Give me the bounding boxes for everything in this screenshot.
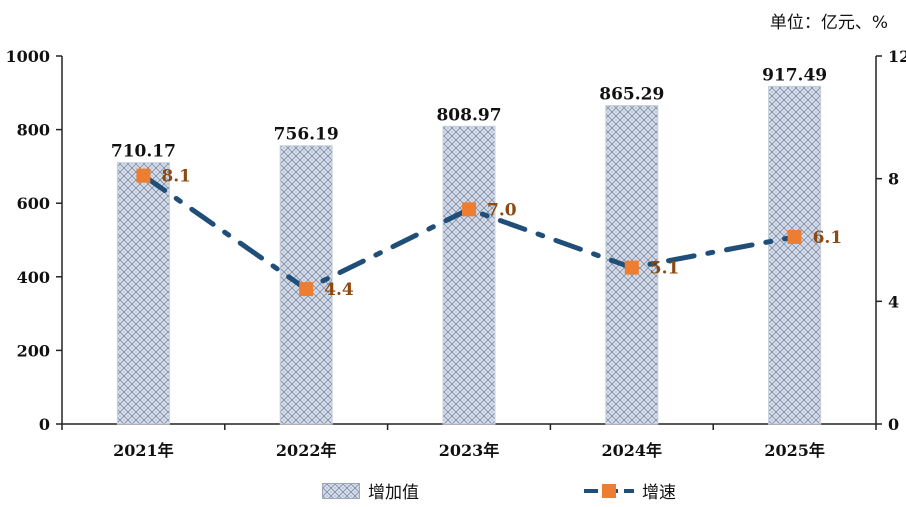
y-left-tick-label: 200 <box>17 341 50 360</box>
growth-value-label: 4.4 <box>324 280 354 300</box>
legend-item-line: 增速 <box>584 478 676 503</box>
y-right-tick-label: 4 <box>888 292 899 311</box>
legend: 增加值 增速 <box>0 478 906 504</box>
y-right-tick-label: 8 <box>888 170 899 189</box>
y-left-tick-label: 600 <box>17 194 50 213</box>
growth-point <box>462 202 476 217</box>
growth-point <box>787 229 802 244</box>
legend-item-bar: 增加值 <box>322 478 419 503</box>
bars-group <box>116 85 822 425</box>
bar <box>116 162 170 425</box>
x-tick-label: 2021年 <box>113 441 174 460</box>
bar-value-label: 917.49 <box>762 65 827 85</box>
chart-canvas: 0 200 400 600 800 1000 0 4 8 12 2021年 2022年 2023年 202… <box>5 47 906 460</box>
y-left-tick-label: 400 <box>17 268 50 287</box>
labels-group: 710.17 756.19 808.97 865.29 917.49 8.1 4.4 7.0 5… <box>111 65 842 300</box>
growth-point <box>299 282 314 297</box>
x-tick-label: 2025年 <box>764 441 825 460</box>
growth-value-label: 6.1 <box>813 228 843 248</box>
unit-label: 单位：亿元、% <box>769 13 888 33</box>
growth-line-group <box>136 168 802 297</box>
bar <box>768 85 822 425</box>
axes: 0 200 400 600 800 1000 0 4 8 12 2021年 2022年 2023年 202… <box>5 47 906 460</box>
y-right-tick-label: 12 <box>888 47 906 66</box>
bar-value-label: 808.97 <box>436 105 501 125</box>
x-tick-label: 2022年 <box>276 441 337 460</box>
bar <box>442 125 496 425</box>
bar-value-label: 710.17 <box>111 142 176 162</box>
legend-line-swatch-icon <box>584 483 634 498</box>
legend-bar-swatch-icon <box>322 482 360 499</box>
legend-bar-label: 增加值 <box>368 483 419 503</box>
bar-value-label: 865.29 <box>599 85 664 105</box>
y-left-tick-label: 1000 <box>5 47 50 66</box>
growth-value-label: 7.0 <box>487 200 517 220</box>
x-tick-label: 2023年 <box>439 441 500 460</box>
y-left-tick-label: 800 <box>17 121 50 140</box>
x-tick-label: 2024年 <box>602 441 663 460</box>
growth-value-label: 8.1 <box>161 167 191 187</box>
growth-value-label: 5.1 <box>650 259 680 279</box>
y-left-tick-label: 0 <box>39 415 50 434</box>
bar-value-label: 756.19 <box>274 125 339 145</box>
growth-point <box>624 260 639 275</box>
growth-point <box>136 168 151 183</box>
y-right-tick-label: 0 <box>888 415 899 434</box>
legend-line-label: 增速 <box>642 483 676 503</box>
